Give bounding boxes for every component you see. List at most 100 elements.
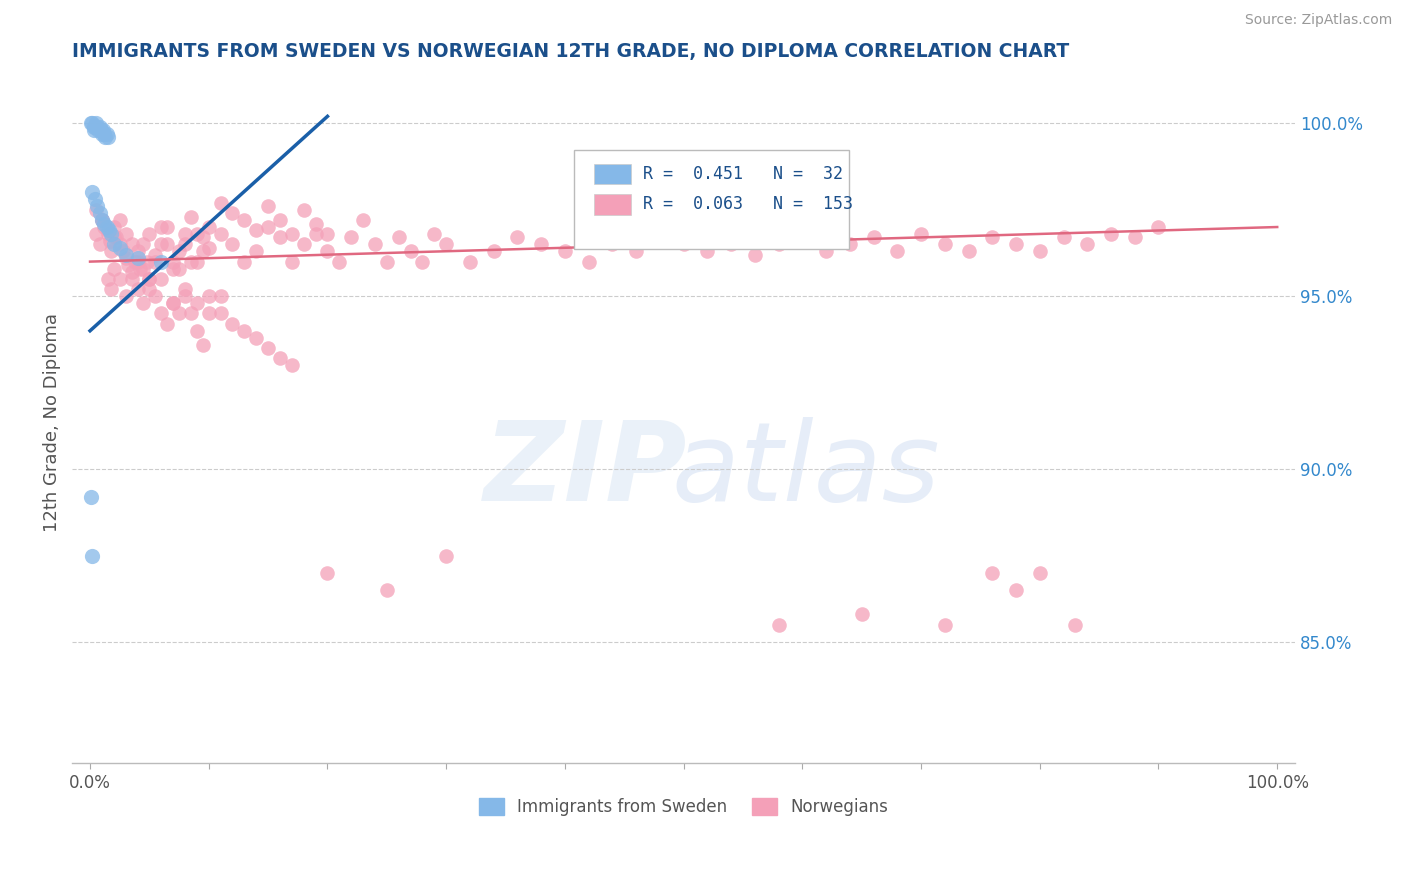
Point xyxy=(86,120,108,134)
Point xyxy=(186,296,208,310)
Point xyxy=(233,213,256,227)
Point xyxy=(150,237,173,252)
Point xyxy=(886,244,908,259)
Point xyxy=(121,265,143,279)
Point xyxy=(316,227,339,241)
Legend: Immigrants from Sweden, Norwegians: Immigrants from Sweden, Norwegians xyxy=(472,791,896,823)
Point xyxy=(1076,237,1098,252)
Point xyxy=(103,230,125,244)
Point xyxy=(129,261,152,276)
Point xyxy=(197,241,219,255)
Point xyxy=(127,251,149,265)
Point xyxy=(114,248,136,262)
Point xyxy=(209,289,232,303)
Point xyxy=(815,244,838,259)
Point xyxy=(121,237,143,252)
Point xyxy=(156,220,179,235)
Point xyxy=(981,566,1004,580)
Point xyxy=(1029,566,1052,580)
Point xyxy=(1052,230,1074,244)
Point xyxy=(108,237,131,252)
Point xyxy=(124,254,146,268)
Point xyxy=(90,213,112,227)
Point xyxy=(167,306,190,320)
Point xyxy=(89,120,111,134)
Point xyxy=(197,220,219,235)
Point xyxy=(209,195,232,210)
Point xyxy=(127,244,149,259)
Point xyxy=(87,123,110,137)
Point xyxy=(375,583,398,598)
Point xyxy=(80,116,103,130)
Point xyxy=(132,296,155,310)
Text: atlas: atlas xyxy=(672,417,941,524)
Point xyxy=(180,210,202,224)
Point xyxy=(910,227,932,241)
Point xyxy=(132,261,155,276)
Point xyxy=(744,248,766,262)
Point xyxy=(84,116,107,130)
Point xyxy=(86,199,108,213)
Point xyxy=(221,206,243,220)
Point xyxy=(233,254,256,268)
Point xyxy=(97,223,120,237)
Point xyxy=(1123,230,1146,244)
Point xyxy=(364,237,387,252)
Point xyxy=(257,341,280,355)
Point xyxy=(143,289,166,303)
Point xyxy=(292,202,315,217)
Point xyxy=(162,296,184,310)
Point xyxy=(221,237,243,252)
Point xyxy=(100,282,122,296)
Point xyxy=(114,227,136,241)
Point xyxy=(375,254,398,268)
Point xyxy=(624,244,647,259)
Point xyxy=(233,324,256,338)
Point xyxy=(83,123,105,137)
Point xyxy=(191,230,214,244)
Point xyxy=(97,272,120,286)
Y-axis label: 12th Grade, No Diploma: 12th Grade, No Diploma xyxy=(44,313,60,532)
Point xyxy=(1029,244,1052,259)
Text: R =  0.451   N =  32: R = 0.451 N = 32 xyxy=(644,165,844,183)
Text: R =  0.063   N =  153: R = 0.063 N = 153 xyxy=(644,195,853,213)
Point xyxy=(127,282,149,296)
Point xyxy=(221,317,243,331)
Point xyxy=(132,237,155,252)
Point xyxy=(482,244,505,259)
Point xyxy=(648,230,671,244)
Point xyxy=(292,237,315,252)
Point xyxy=(352,213,374,227)
Point xyxy=(96,127,118,141)
Point xyxy=(105,230,128,244)
Point xyxy=(304,217,326,231)
Point xyxy=(696,244,718,259)
Point xyxy=(103,237,125,252)
Point xyxy=(191,337,214,351)
Point xyxy=(103,261,125,276)
Point xyxy=(602,237,624,252)
Point xyxy=(150,254,173,268)
Point xyxy=(399,244,422,259)
FancyBboxPatch shape xyxy=(574,150,849,249)
Point xyxy=(434,549,457,563)
Point xyxy=(197,306,219,320)
Point xyxy=(180,306,202,320)
Point xyxy=(197,289,219,303)
Point xyxy=(84,202,107,217)
Point xyxy=(851,607,873,622)
Point xyxy=(934,617,956,632)
Point xyxy=(97,227,120,241)
Point xyxy=(186,227,208,241)
Point xyxy=(328,254,350,268)
Point xyxy=(90,127,112,141)
Point xyxy=(458,254,481,268)
Point xyxy=(138,282,160,296)
Point xyxy=(162,254,184,268)
Point xyxy=(720,237,742,252)
Point xyxy=(186,254,208,268)
Point xyxy=(83,192,105,206)
Point xyxy=(150,220,173,235)
Point xyxy=(768,617,790,632)
Point xyxy=(138,272,160,286)
